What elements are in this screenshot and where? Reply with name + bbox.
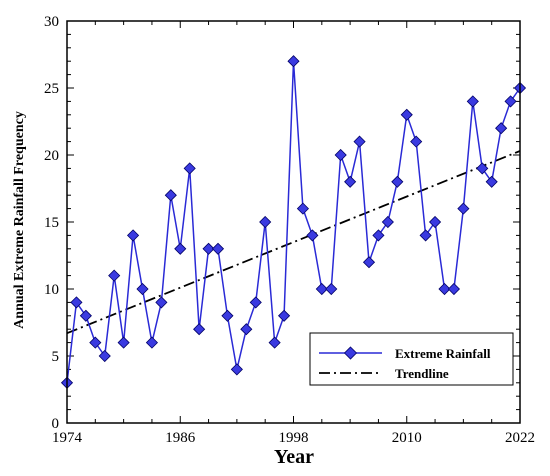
data-point [372,229,385,242]
legend-marker-extreme-rainfall [343,346,358,360]
data-point [438,282,451,296]
data-point [400,108,413,121]
data-point [155,296,168,309]
x-tick-label: 2022 [505,430,535,446]
data-point [504,95,517,108]
data-point [457,202,470,215]
data-point [334,148,347,162]
data-point [287,55,300,68]
data-point [296,202,310,215]
data-point [344,175,357,188]
y-tick-label: 20 [44,148,59,164]
x-tick-label: 2010 [392,430,422,446]
data-point [353,135,366,148]
data-point [485,175,498,188]
data-point [183,162,196,175]
data-point [249,296,262,309]
x-axis-title: Year [274,446,314,468]
data-point [410,135,423,148]
data-point [315,282,328,296]
data-point [277,309,291,322]
series-layer [60,55,527,389]
data-point [117,336,130,349]
data-point [193,323,206,336]
plot-frame [66,20,521,424]
y-tick-label: 30 [44,14,59,30]
data-point [476,162,489,175]
legend: Extreme Rainfall Trendline [309,332,514,386]
data-point [362,256,376,269]
data-point [221,309,234,322]
data-point [211,242,225,255]
x-tick-label: 1986 [165,430,196,446]
legend-label-extreme-rainfall: Extreme Rainfall [395,346,491,361]
data-point [136,282,149,296]
data-point [145,336,159,349]
data-point [268,336,281,349]
data-point [381,215,394,229]
y-tick-label: 10 [44,282,59,298]
y-tick-label: 25 [44,81,59,97]
data-point [325,282,338,296]
data-point [495,122,508,135]
data-point [98,349,111,363]
data-point [259,215,272,229]
data-point [428,215,442,229]
data-point [240,323,253,336]
y-tick-label: 15 [44,215,59,231]
data-point [391,175,404,188]
y-axis-title: Annual Extreme Rainfall Frequency [12,111,27,329]
legend-box [309,332,514,386]
data-point [108,269,121,282]
data-point [447,282,461,296]
ticks-layer: 0 5 10 15 20 25 30 1974 1986 1998 2010 2022 [44,14,535,446]
legend-label-trendline: Trendline [395,366,449,381]
data-point [164,189,177,202]
data-point [126,229,140,242]
data-point [230,363,243,376]
data-point [174,242,187,255]
data-point [89,336,102,349]
x-tick-label: 1974 [52,430,83,446]
data-point [306,229,319,242]
data-point [202,242,215,255]
y-tick-label: 0 [52,416,60,432]
data-point [70,296,83,309]
x-tick-label: 1998 [279,430,309,446]
data-point [419,229,432,242]
trendline [66,150,521,335]
data-point [466,95,479,108]
data-point [79,309,92,322]
y-tick-label: 5 [52,349,60,365]
